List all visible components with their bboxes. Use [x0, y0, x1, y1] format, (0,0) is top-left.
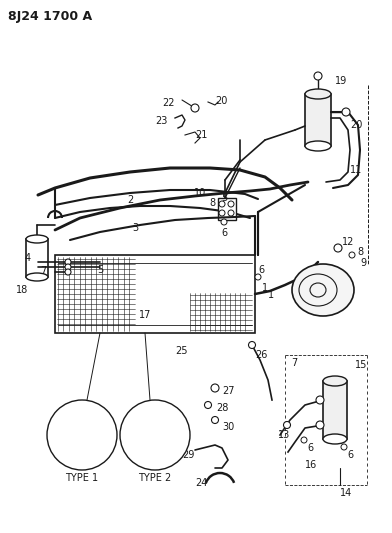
Circle shape [228, 210, 234, 216]
Ellipse shape [299, 274, 337, 306]
Ellipse shape [305, 89, 331, 99]
Text: 10: 10 [194, 188, 206, 198]
Circle shape [255, 274, 261, 280]
Text: 27: 27 [222, 386, 234, 396]
Circle shape [191, 104, 199, 112]
Text: 4: 4 [25, 253, 31, 263]
Bar [74, 421, 82, 443]
Circle shape [342, 108, 350, 116]
Text: 21: 21 [195, 130, 207, 140]
Circle shape [219, 201, 225, 207]
Bar [82, 417, 92, 445]
Text: 8: 8 [357, 247, 363, 257]
Ellipse shape [310, 283, 326, 297]
Text: TYPE 2: TYPE 2 [138, 473, 172, 483]
Text: 20: 20 [350, 120, 362, 130]
Ellipse shape [26, 273, 48, 281]
Text: 24: 24 [196, 478, 208, 488]
Text: 29: 29 [183, 450, 195, 460]
Text: 18: 18 [16, 285, 28, 295]
Circle shape [211, 384, 219, 392]
Text: 25: 25 [175, 346, 187, 356]
Text: 9: 9 [360, 258, 366, 268]
Text: 30: 30 [222, 422, 234, 432]
Circle shape [228, 201, 234, 207]
Ellipse shape [305, 141, 331, 151]
Text: 26: 26 [255, 350, 267, 360]
Text: 7: 7 [291, 358, 297, 368]
Text: 8J24 1700 A: 8J24 1700 A [8, 10, 92, 23]
Text: 22: 22 [163, 98, 175, 108]
Text: 17: 17 [139, 310, 151, 320]
Bar [26, 239, 48, 277]
Circle shape [283, 422, 290, 429]
Text: 2: 2 [127, 195, 133, 205]
Text: 8: 8 [209, 198, 215, 208]
Circle shape [349, 252, 355, 258]
Ellipse shape [323, 376, 347, 386]
Ellipse shape [323, 434, 347, 444]
Bar [218, 198, 236, 220]
Circle shape [212, 416, 218, 424]
Text: 12: 12 [342, 237, 354, 247]
Circle shape [249, 342, 256, 349]
Circle shape [65, 269, 71, 275]
Circle shape [334, 244, 342, 252]
Text: 6: 6 [307, 443, 313, 453]
Text: 28: 28 [216, 403, 229, 413]
Circle shape [219, 210, 225, 216]
Text: 16: 16 [305, 460, 317, 470]
Text: 6: 6 [258, 265, 264, 275]
Circle shape [314, 72, 322, 80]
Text: 6: 6 [221, 228, 227, 238]
Circle shape [205, 401, 212, 408]
Text: 20: 20 [215, 96, 227, 106]
Text: 13: 13 [278, 430, 290, 440]
Text: TYPE 1: TYPE 1 [65, 473, 98, 483]
Circle shape [316, 421, 324, 429]
Circle shape [65, 264, 71, 270]
Text: 11: 11 [350, 165, 362, 175]
Text: 5: 5 [221, 193, 227, 203]
Ellipse shape [292, 264, 354, 316]
Circle shape [316, 396, 324, 404]
Circle shape [47, 400, 117, 470]
Text: 23: 23 [156, 116, 168, 126]
Text: 7: 7 [40, 266, 46, 276]
Bar [55, 255, 255, 333]
Ellipse shape [26, 235, 48, 243]
Text: 14: 14 [340, 488, 352, 498]
Text: 5: 5 [97, 265, 103, 275]
Text: 1: 1 [268, 290, 274, 300]
Text: 6: 6 [347, 450, 353, 460]
Text: 19: 19 [335, 76, 347, 86]
Text: 1: 1 [262, 283, 268, 293]
Text: 3: 3 [132, 223, 138, 233]
Circle shape [341, 444, 347, 450]
Circle shape [65, 259, 71, 265]
Bar [305, 94, 331, 146]
Circle shape [221, 219, 227, 225]
Text: 15: 15 [355, 360, 367, 370]
Circle shape [120, 400, 190, 470]
Circle shape [301, 437, 307, 443]
Bar [150, 417, 160, 445]
Bar [323, 381, 347, 439]
